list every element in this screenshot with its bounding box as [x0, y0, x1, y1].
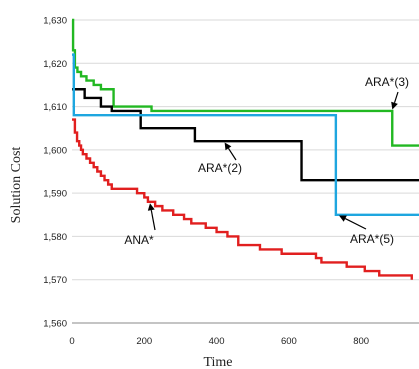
- y-tick-labels: 1,560 1,570 1,580 1,590 1,600 1,610 1,620 1,630: [43, 16, 67, 330]
- annotation-arrow-ara-3: [393, 91, 399, 103]
- annotation-label-ara-3: ARA*(3): [365, 75, 409, 89]
- x-tick-label: 200: [136, 336, 152, 347]
- y-tick-label: 1,580: [43, 232, 67, 243]
- y-tick-label: 1,610: [43, 102, 67, 113]
- y-tick-label: 1,630: [43, 16, 67, 27]
- y-tick-label: 1,600: [43, 145, 67, 156]
- annotation-arrowhead-ara-5: [339, 215, 347, 222]
- annotation-arrowhead-ana: [147, 203, 155, 211]
- x-tick-label: 400: [209, 336, 225, 347]
- annotation-label-ana: ANA*: [124, 233, 154, 247]
- annotation-label-ara-2: ARA*(2): [198, 161, 242, 175]
- series-lines: [71, 18, 419, 280]
- annotations: ARA*(3) ARA*(2) ARA*(5) ANA*: [124, 75, 409, 247]
- annotation-arrow-ana: [150, 210, 156, 231]
- x-tick-labels: 0 200 400 600 800: [69, 336, 369, 347]
- annotation-arrowhead-ara-2: [224, 142, 232, 151]
- annotation-arrow-ara-2: [227, 148, 237, 161]
- annotation-arrow-ara-5: [345, 218, 367, 230]
- y-axis-title: Solution Cost: [9, 147, 24, 224]
- x-axis-title: Time: [203, 355, 232, 369]
- x-tick-label: 800: [353, 336, 369, 347]
- y-tick-label: 1,570: [43, 275, 67, 286]
- x-tick-label: 600: [281, 336, 297, 347]
- y-tick-label: 1,620: [43, 59, 67, 70]
- annotation-arrowhead-ara-3: [391, 101, 398, 110]
- annotation-label-ara-5: ARA*(5): [350, 232, 394, 246]
- y-tick-label: 1,590: [43, 189, 67, 200]
- series-line-ara-2: [72, 88, 419, 182]
- y-tick-label: 1,560: [43, 319, 67, 330]
- x-tick-label: 0: [69, 336, 74, 347]
- series-line-ara-5: [72, 53, 419, 216]
- series-line-ana: [72, 118, 413, 280]
